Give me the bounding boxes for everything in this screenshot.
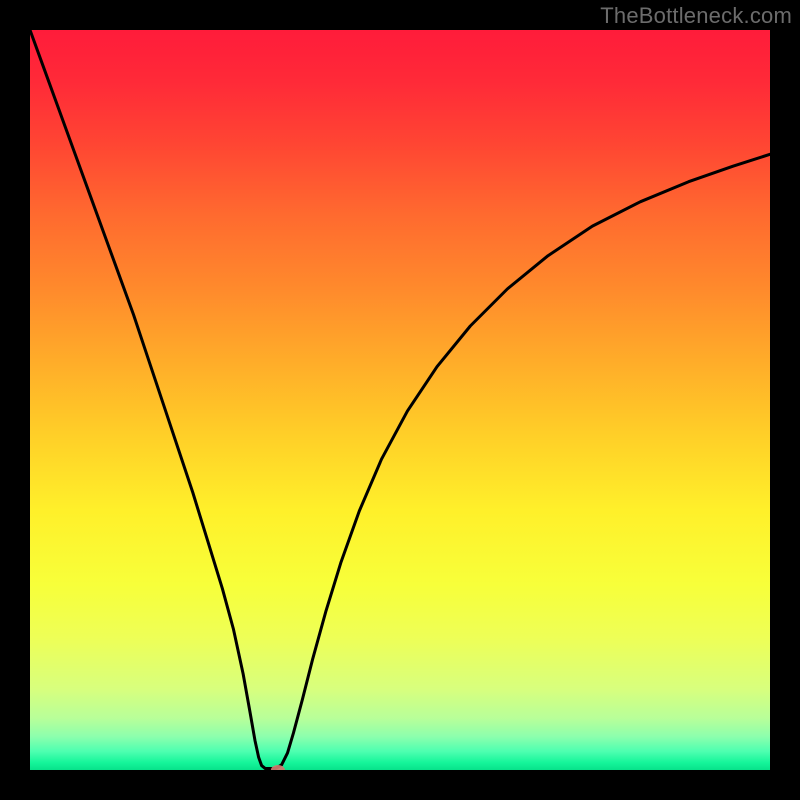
bottleneck-chart bbox=[0, 0, 800, 800]
watermark-text: TheBottleneck.com bbox=[600, 3, 792, 29]
plot-background-gradient bbox=[30, 30, 770, 770]
chart-root: TheBottleneck.com bbox=[0, 0, 800, 800]
